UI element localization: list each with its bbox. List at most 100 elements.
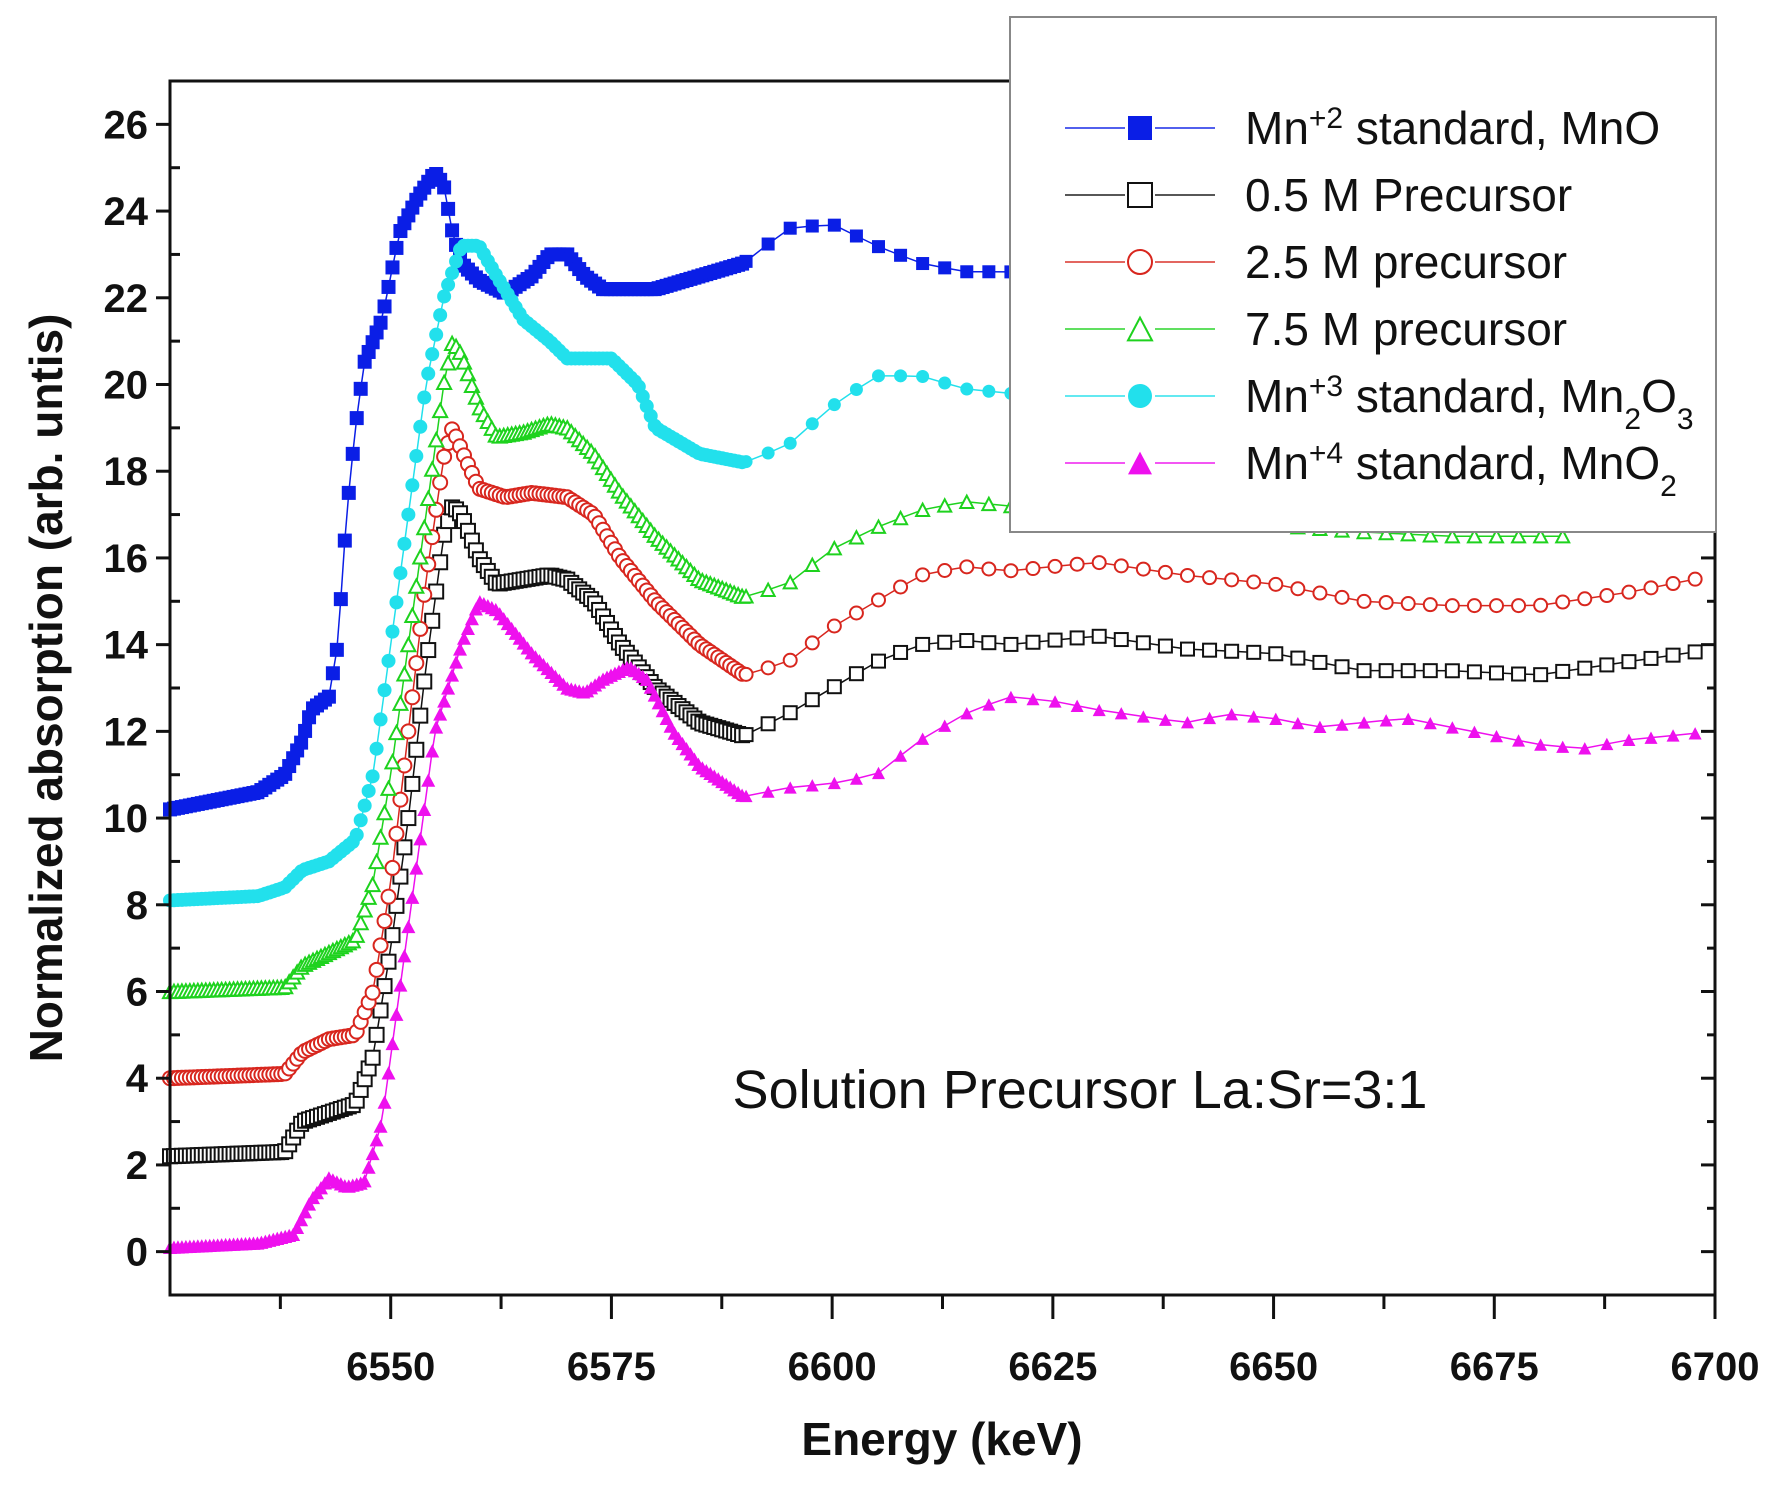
data-point (294, 735, 309, 750)
data-point (1556, 740, 1570, 753)
data-point (870, 518, 887, 534)
data-point (1290, 650, 1306, 666)
data-point (439, 354, 457, 371)
data-point (894, 248, 908, 262)
data-point (1532, 527, 1549, 544)
data-point (1025, 634, 1041, 650)
data-point (1004, 690, 1018, 704)
legend-marker (1128, 116, 1152, 140)
data-point (848, 666, 864, 682)
x-tick-label: 6700 (1671, 1345, 1760, 1389)
data-point (349, 411, 364, 426)
data-point (1091, 628, 1107, 644)
data-point (1534, 738, 1548, 751)
legend-marker (1126, 315, 1154, 342)
data-point (759, 581, 777, 597)
data-point (445, 223, 460, 238)
data-point (412, 707, 429, 724)
data-point (1599, 588, 1615, 604)
data-point (408, 741, 425, 758)
data-point (936, 497, 953, 513)
data-point (804, 556, 821, 573)
data-point (348, 926, 366, 943)
data-point (871, 766, 885, 780)
data-point (391, 694, 410, 711)
data-point (389, 1007, 404, 1021)
data-point (377, 1095, 392, 1109)
data-point (1357, 716, 1371, 729)
legend-item: 0.5 M Precursor (1065, 169, 1572, 221)
data-point (1047, 558, 1063, 574)
data-point (389, 595, 404, 610)
data-point (409, 861, 424, 875)
data-point (1644, 731, 1658, 744)
data-point (1091, 555, 1107, 571)
y-tick-label: 4 (126, 1057, 149, 1101)
data-point (396, 757, 413, 774)
data-point (849, 772, 863, 785)
data-point (376, 913, 393, 930)
data-point (421, 773, 436, 787)
data-point (1622, 733, 1636, 746)
data-point (1444, 598, 1460, 614)
data-point (1666, 729, 1680, 742)
data-point (1510, 527, 1527, 544)
data-point (356, 901, 374, 918)
data-point (848, 605, 864, 621)
data-point (1180, 716, 1194, 729)
data-point (286, 1227, 301, 1242)
legend-label-part: 7.5 M precursor (1245, 303, 1567, 355)
data-point (1400, 596, 1416, 612)
data-point (1621, 654, 1637, 670)
data-point (1047, 632, 1063, 648)
data-point (367, 852, 386, 870)
data-point (384, 859, 401, 876)
data-point (982, 698, 996, 711)
data-point (364, 984, 381, 1001)
data-point (388, 825, 405, 842)
data-point (1246, 644, 1262, 660)
data-point (870, 653, 886, 669)
data-point (827, 398, 841, 412)
data-point (915, 636, 931, 652)
data-point (827, 776, 841, 790)
data-point (1489, 729, 1503, 743)
series-5 (163, 595, 1702, 1254)
data-point (349, 827, 364, 842)
data-point (436, 448, 453, 465)
data-point (357, 1174, 372, 1188)
data-point (1179, 641, 1195, 657)
data-point (1334, 589, 1350, 605)
data-point (321, 689, 336, 704)
data-point (1179, 567, 1195, 583)
data-point (361, 1160, 376, 1174)
data-point (381, 653, 396, 668)
data-point (782, 652, 798, 668)
data-point (424, 612, 441, 629)
legend-label-part: 2 (1660, 470, 1677, 503)
data-point (761, 785, 775, 798)
data-point (937, 563, 953, 579)
data-point (1113, 558, 1129, 574)
legend-marker (1127, 249, 1153, 275)
data-point (399, 635, 418, 653)
legend-item: 7.5 M precursor (1065, 303, 1567, 355)
data-point (1512, 734, 1526, 747)
y-tick-label: 26 (104, 103, 149, 147)
data-point (1313, 720, 1327, 733)
data-point (396, 839, 413, 856)
data-point (1312, 585, 1328, 601)
data-point (1157, 638, 1173, 654)
data-point (459, 364, 477, 382)
data-point (960, 706, 974, 720)
legend-item: Mn+4 standard, MnO2 (1065, 437, 1677, 503)
y-tick-label: 8 (126, 884, 148, 928)
data-point (371, 828, 390, 845)
data-point (916, 732, 930, 745)
data-point (412, 620, 429, 637)
data-point (375, 803, 394, 821)
data-point (377, 683, 392, 698)
data-point (395, 665, 414, 682)
